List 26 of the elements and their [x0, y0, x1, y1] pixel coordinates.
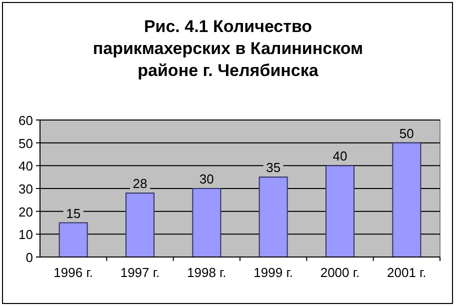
y-tick-label: 10: [18, 227, 33, 242]
x-tick-label: 1998 г.: [187, 265, 226, 280]
data-label: 30: [199, 172, 214, 186]
data-label: 50: [399, 126, 414, 141]
x-tick-label: 1997 г.: [120, 265, 160, 280]
y-tick-label: 20: [18, 204, 33, 220]
y-tick-label: 50: [18, 136, 33, 151]
bar: [258, 176, 288, 258]
bar: [192, 188, 222, 258]
data-label: 40: [332, 148, 348, 164]
bar: [326, 165, 354, 258]
x-tick-label: 2000 г.: [320, 265, 360, 280]
data-label: 15: [66, 206, 81, 221]
bar: [58, 222, 88, 258]
x-tick-label: 1999 г.: [254, 265, 293, 280]
bar: [392, 142, 422, 258]
bar: [126, 192, 154, 258]
y-tick-label: 0: [26, 250, 33, 265]
y-tick-label: 60: [18, 113, 33, 128]
x-tick-label: 2001 г.: [387, 265, 426, 280]
x-tick-label: 1996 г.: [54, 265, 93, 280]
chart-title: Рис. 4.1 Количество парикмахерских в Калининском районе г. Челябинска: [92, 17, 364, 80]
data-label: 35: [266, 160, 281, 176]
data-label: 28: [132, 176, 148, 192]
y-tick-label: 40: [18, 158, 33, 174]
y-tick-label: 30: [18, 182, 33, 196]
